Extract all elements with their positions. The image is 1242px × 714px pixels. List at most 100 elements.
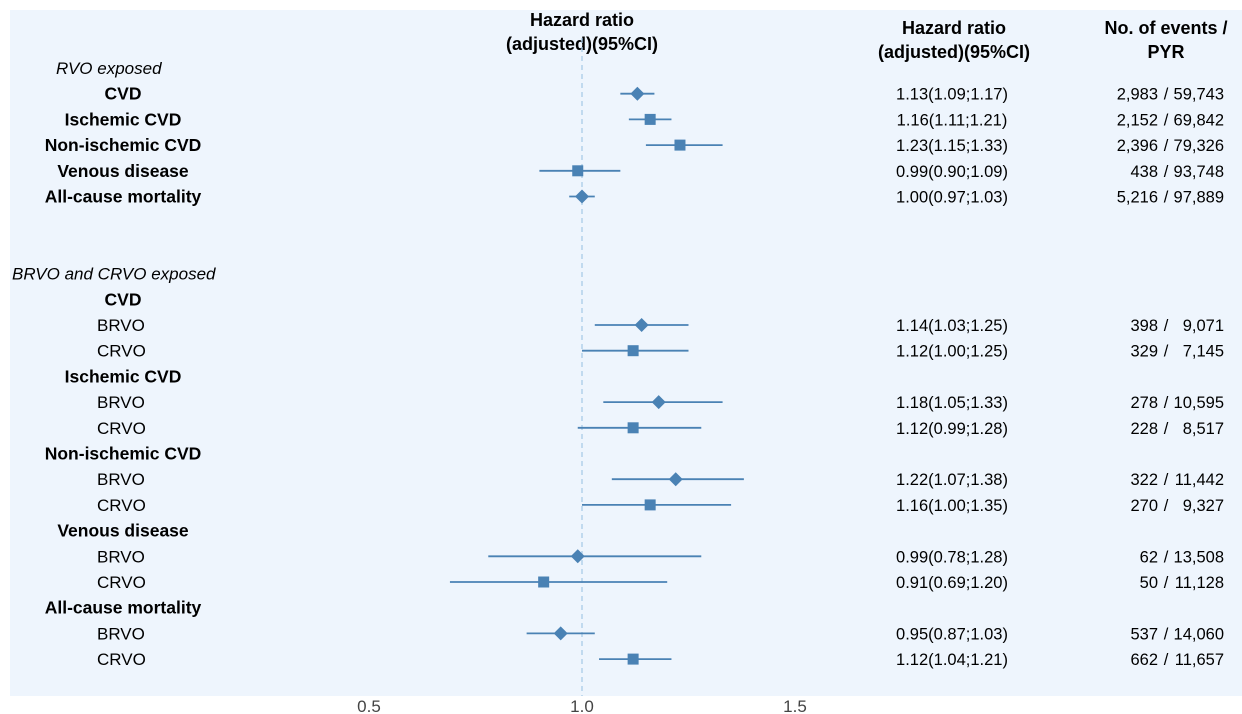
row-label: CRVO [97, 496, 146, 515]
forest-row: BRVO 1.22(1.07;1.38) 322 / 11,442 [97, 470, 1224, 489]
events-separator: / [1164, 394, 1169, 412]
events-separator: / [1164, 189, 1169, 207]
hr-point-square [538, 576, 550, 588]
hr-point-square [674, 139, 686, 151]
forest-row: BRVO 1.18(1.05;1.33) 278 / 10,595 [97, 393, 1224, 412]
forest-row: Venous disease 0.99(0.90;1.09) 438 / 93,748 [57, 161, 1224, 181]
hr-point-diamond [630, 86, 645, 101]
hr-column-header: Hazard ratio (adjusted)(95%CI) [878, 18, 1030, 62]
events-column-header-line2: PYR [1147, 42, 1184, 62]
events-value: 2,983 [1117, 86, 1158, 104]
pyr-value: 79,326 [1174, 137, 1224, 155]
row-label: BRVO [97, 316, 145, 335]
section-label: RVO exposed [56, 59, 162, 78]
pyr-value: 11,442 [1175, 471, 1224, 489]
events-separator: / [1164, 317, 1169, 335]
hr-ci-value: 0.95(0.87;1.03) [896, 625, 1008, 643]
forest-row: Ischemic CVD [65, 366, 182, 386]
events-separator: / [1164, 86, 1169, 104]
hr-ci-value: 0.91(0.69;1.20) [896, 574, 1008, 592]
events-separator: / [1164, 651, 1169, 669]
forest-row: Non-ischemic CVD [45, 444, 202, 464]
hr-ci-value: 1.13(1.09;1.17) [896, 86, 1008, 104]
events-value: 2,152 [1117, 111, 1158, 129]
events-separator: / [1164, 574, 1169, 592]
x-axis: 0.5 1.0 1.5 [357, 697, 807, 714]
hr-ci-value: 1.18(1.05;1.33) [896, 394, 1008, 412]
hr-point-diamond [668, 472, 683, 487]
pyr-value: 11,657 [1175, 651, 1224, 669]
row-label: CRVO [97, 573, 146, 592]
hr-point-diamond [570, 549, 585, 564]
events-separator: / [1164, 111, 1169, 129]
hr-point-diamond [651, 395, 666, 410]
hr-ci-value: 0.99(0.90;1.09) [896, 163, 1008, 181]
events-value: 662 [1130, 651, 1158, 669]
x-tick-label: 0.5 [357, 697, 381, 714]
row-label: CRVO [97, 650, 146, 669]
forest-row: CVD [105, 289, 142, 309]
pyr-value: 97,889 [1174, 189, 1224, 207]
hr-ci-value: 1.14(1.03;1.25) [896, 317, 1008, 335]
pyr-value: 7,145 [1183, 343, 1224, 361]
pyr-value: 59,743 [1174, 86, 1224, 104]
hr-point-diamond [575, 189, 589, 204]
events-value: 438 [1130, 163, 1158, 181]
events-separator: / [1164, 137, 1169, 155]
events-value: 398 [1130, 317, 1158, 335]
forest-row: RVO exposed [56, 59, 162, 78]
forest-row: BRVO 0.99(0.78;1.28) 62 / 13,508 [97, 547, 1224, 566]
events-value: 50 [1140, 574, 1158, 592]
pyr-value: 11,128 [1175, 574, 1224, 592]
pyr-value: 9,327 [1183, 497, 1224, 515]
events-value: 270 [1130, 497, 1158, 515]
row-label: BRVO [97, 624, 145, 643]
row-label: Non-ischemic CVD [45, 444, 202, 464]
row-label: Venous disease [57, 161, 189, 181]
forest-row: CRVO 1.12(1.00;1.25) 329 / 7,145 [97, 342, 1224, 361]
events-column-header-line1: No. of events / [1104, 18, 1227, 38]
forest-row: All-cause mortality [45, 598, 202, 618]
hr-ci-value: 1.12(0.99;1.28) [896, 420, 1008, 438]
forest-row: BRVO 0.95(0.87;1.03) 537 / 14,060 [97, 624, 1224, 643]
hr-column-header-line2: (adjusted)(95%CI) [878, 42, 1030, 62]
row-label: BRVO [97, 393, 145, 412]
row-label: CRVO [97, 342, 146, 361]
row-label: CVD [105, 84, 142, 104]
hr-point-square [644, 499, 656, 511]
hr-point-square [627, 345, 639, 357]
hr-ci-value: 0.99(0.78;1.28) [896, 548, 1008, 566]
events-value: 62 [1140, 548, 1158, 566]
hr-ci-value: 1.22(1.07;1.38) [896, 471, 1008, 489]
events-value: 537 [1130, 625, 1158, 643]
hr-point-diamond [634, 318, 649, 332]
plot-header: Hazard ratio (adjusted)(95%CI) [506, 10, 658, 54]
hr-point-square [627, 422, 639, 434]
pyr-value: 8,517 [1183, 420, 1224, 438]
forest-row: CVD 1.13(1.09;1.17) 2,983 / 59,743 [105, 84, 1224, 104]
events-separator: / [1164, 471, 1169, 489]
row-label: BRVO [97, 470, 145, 489]
pyr-value: 10,595 [1174, 394, 1224, 412]
row-label: All-cause mortality [45, 598, 202, 618]
row-label: BRVO [97, 547, 145, 566]
forest-row: BRVO and CRVO exposed [12, 265, 216, 284]
forest-row: CRVO 0.91(0.69;1.20) 50 / 11,128 [97, 573, 1224, 592]
section-label: BRVO and CRVO exposed [12, 265, 216, 284]
hr-point-diamond [553, 626, 568, 641]
row-label: CRVO [97, 419, 146, 438]
row-label: All-cause mortality [45, 187, 202, 207]
hr-point-square [572, 165, 584, 177]
forest-row: All-cause mortality 1.00(0.97;1.03) 5,216 /… [45, 187, 1224, 207]
hr-ci-value: 1.12(1.04;1.21) [896, 651, 1008, 669]
events-column-header: No. of events / PYR [1104, 18, 1227, 62]
row-label: Ischemic CVD [65, 366, 182, 386]
events-separator: / [1164, 548, 1169, 566]
hr-ci-value: 1.23(1.15;1.33) [896, 137, 1008, 155]
plot-header-line2: (adjusted)(95%CI) [506, 34, 658, 54]
forest-rows: RVO exposed CVD 1.13(1.09;1.17) 2,983 / 59,74… [12, 59, 1224, 669]
forest-row: Non-ischemic CVD 1.23(1.15;1.33) 2,396 / 79,… [45, 135, 1224, 155]
forest-row: CRVO 1.12(0.99;1.28) 228 / 8,517 [97, 419, 1224, 438]
plot-background [10, 10, 1242, 696]
